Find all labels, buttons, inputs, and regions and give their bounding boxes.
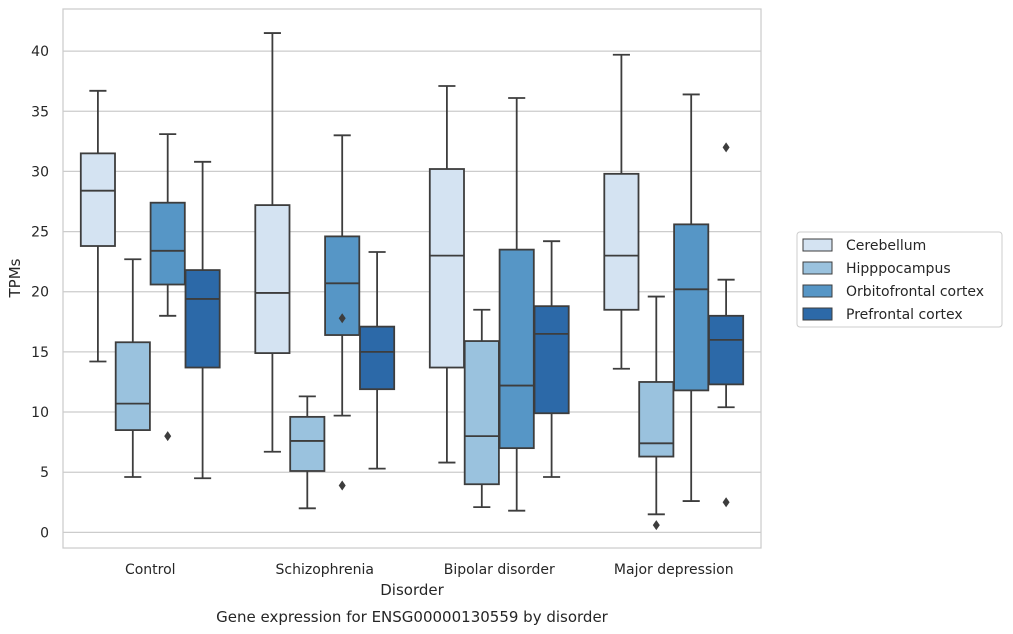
interquartile-box bbox=[289, 415, 326, 472]
box-orbitofrontal-cortex-major-depression bbox=[673, 93, 710, 502]
y-tick-label: 10 bbox=[31, 405, 49, 421]
interquartile-box bbox=[79, 152, 116, 247]
box-prefrontal-cortex-control bbox=[184, 160, 221, 480]
interquartile-box bbox=[184, 269, 221, 369]
legend-swatch-orbitofrontal-cortex bbox=[802, 284, 833, 298]
x-tick-label-major-depression: Major depression bbox=[614, 562, 734, 578]
box-prefrontal-cortex-schizophrenia bbox=[359, 251, 396, 470]
interquartile-box bbox=[114, 341, 151, 431]
x-tick-labels: Control Schizophrenia Bipolar disorder Majo… bbox=[125, 562, 734, 578]
y-tick-label: 35 bbox=[31, 104, 49, 120]
legend-frame bbox=[796, 231, 1003, 328]
plot-area-frame bbox=[62, 8, 762, 549]
y-tick-label: 0 bbox=[40, 525, 49, 541]
interquartile-box bbox=[673, 223, 710, 392]
interquartile-box bbox=[498, 248, 535, 450]
y-gridlines bbox=[63, 50, 761, 533]
y-tick-label: 20 bbox=[31, 285, 49, 301]
box-prefrontal-cortex-major-depression bbox=[708, 142, 745, 508]
legend-label-hipppocampus: Hipppocampus bbox=[846, 261, 951, 277]
x-tick-label-bipolar-disorder: Bipolar disorder bbox=[444, 562, 555, 578]
y-tick-label: 15 bbox=[31, 345, 49, 361]
legend-label-orbitofrontal-cortex: Orbitofrontal cortex bbox=[846, 284, 984, 300]
outlier-point bbox=[164, 431, 172, 442]
legend: Cerebellum Hipppocampus Orbitofrontal cort… bbox=[796, 231, 1003, 328]
y-tick-label: 30 bbox=[31, 164, 49, 180]
interquartile-box bbox=[708, 314, 745, 386]
interquartile-box bbox=[603, 172, 640, 311]
x-tick-label-control: Control bbox=[125, 562, 176, 578]
box-hipppocampus-control bbox=[114, 258, 151, 478]
box-orbitofrontal-cortex-schizophrenia bbox=[324, 134, 361, 491]
outlier-point bbox=[652, 520, 660, 531]
y-tick-labels: 0 5 10 15 20 25 30 35 40 bbox=[31, 44, 49, 541]
box-cerebellum-major-depression bbox=[603, 53, 640, 370]
box-hipppocampus-major-depression bbox=[638, 295, 675, 531]
box-hipppocampus-bipolar-disorder bbox=[463, 308, 500, 508]
y-tick-label: 40 bbox=[31, 44, 49, 60]
interquartile-box bbox=[428, 168, 465, 369]
outlier-point bbox=[338, 313, 346, 324]
series-cerebellum bbox=[79, 32, 640, 464]
legend-swatch-hipppocampus bbox=[802, 261, 833, 275]
interquartile-box bbox=[359, 325, 396, 391]
y-axis-label: TPMs bbox=[6, 258, 24, 298]
series-prefrontal-cortex bbox=[184, 142, 745, 508]
interquartile-box bbox=[149, 201, 186, 286]
y-tick-label: 25 bbox=[31, 225, 49, 241]
box-cerebellum-bipolar-disorder bbox=[428, 85, 465, 464]
box-orbitofrontal-cortex-control bbox=[149, 133, 186, 442]
interquartile-box bbox=[533, 305, 570, 415]
box-cerebellum-control bbox=[79, 89, 116, 363]
box-series bbox=[79, 32, 745, 531]
box-prefrontal-cortex-bipolar-disorder bbox=[533, 240, 570, 478]
outlier-point bbox=[722, 497, 730, 508]
legend-label-prefrontal-cortex: Prefrontal cortex bbox=[846, 307, 963, 323]
outlier-point bbox=[722, 142, 730, 153]
legend-swatch-cerebellum bbox=[802, 238, 833, 252]
outlier-point bbox=[338, 480, 346, 491]
legend-label-cerebellum: Cerebellum bbox=[846, 238, 926, 254]
legend-swatch-prefrontal-cortex bbox=[802, 307, 833, 321]
figure-caption: Gene expression for ENSG00000130559 by d… bbox=[216, 608, 609, 626]
interquartile-box bbox=[638, 381, 675, 458]
box-hipppocampus-schizophrenia bbox=[289, 395, 326, 510]
y-tick-label: 5 bbox=[40, 465, 49, 481]
series-hipppocampus bbox=[114, 258, 675, 531]
interquartile-box bbox=[463, 340, 500, 486]
box-cerebellum-schizophrenia bbox=[254, 32, 291, 453]
x-axis-label: Disorder bbox=[380, 581, 444, 599]
x-tick-label-schizophrenia: Schizophrenia bbox=[276, 562, 374, 578]
interquartile-box bbox=[254, 204, 291, 354]
